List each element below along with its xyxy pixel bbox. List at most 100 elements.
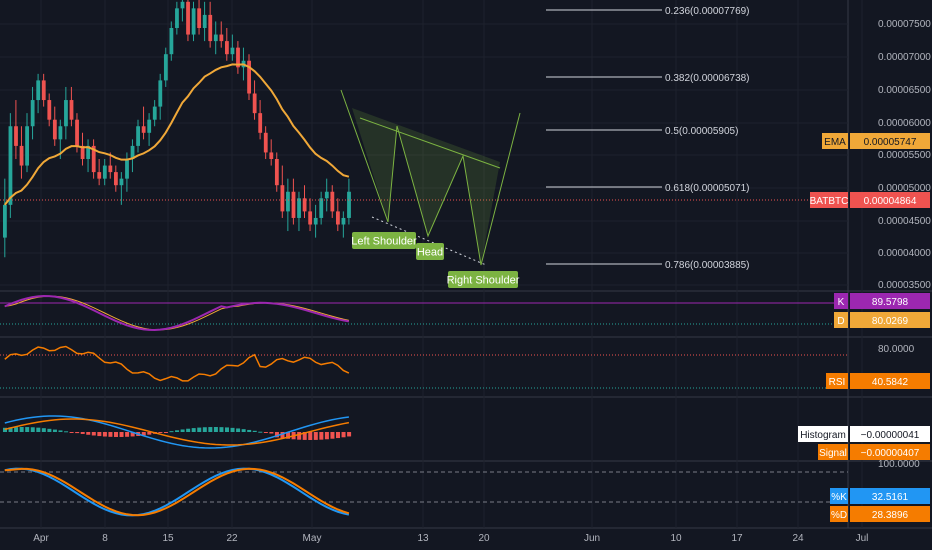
candle-body	[247, 60, 251, 94]
y-tick-label: 0.00005000	[878, 183, 931, 194]
macd-histogram-bar	[269, 432, 274, 434]
stoch-rsi-d-line	[4, 295, 350, 331]
symbol-tag: BATBTC 0.00004864	[810, 192, 930, 208]
grid	[0, 0, 932, 529]
candle-body	[336, 211, 340, 225]
candle-body	[225, 41, 229, 55]
x-tick-label: Jun	[584, 533, 600, 544]
pattern-label-bg	[416, 243, 444, 260]
macd-histogram-bar	[302, 432, 307, 440]
macd-histogram-bar	[130, 432, 135, 437]
candle-body	[8, 126, 13, 205]
price-tags: EMA 0.00005747 BATBTC 0.00004864 K 89.5798 D 80…	[798, 133, 930, 522]
rsi-line	[4, 345, 350, 382]
candle-body	[30, 100, 35, 127]
x-tick-label: Jul	[856, 533, 869, 544]
stoch-k-tag-value: 32.5161	[872, 492, 909, 503]
candle-body	[186, 1, 190, 35]
stoch-k-tag-label: %K	[831, 492, 847, 503]
stoch-rsi-k-line	[4, 295, 350, 331]
candle-body	[175, 8, 179, 28]
pattern-label: Left Shoulder	[351, 236, 417, 248]
macd-histogram-bar	[114, 432, 118, 437]
candle-body	[152, 106, 157, 120]
x-tick-label: 24	[792, 533, 804, 544]
stoch-rsi-d-tag-value-bg	[850, 312, 930, 328]
macd-histogram-bar	[230, 427, 235, 432]
candle-body	[313, 217, 318, 225]
stoch-k-tag-value-bg	[850, 488, 930, 504]
candle-body	[180, 1, 185, 9]
candle-body	[19, 145, 24, 166]
macd-histogram-bar	[75, 432, 80, 434]
macd-histogram-bar	[252, 430, 257, 432]
macd-histogram-bar	[47, 428, 52, 432]
rsi-tag-value-bg	[850, 373, 930, 389]
macd-histogram-bar	[341, 432, 346, 438]
macd-histogram-bar	[347, 432, 352, 437]
stoch-rsi-d-tag-value: 80.0269	[872, 316, 909, 327]
macd-histogram-tag-label-bg	[798, 426, 848, 442]
x-tick-label: 8	[102, 533, 108, 544]
macd-histogram-bar	[319, 432, 324, 440]
pattern-fill	[352, 108, 500, 265]
x-tick-label: 15	[162, 533, 174, 544]
macd-histogram-bar	[286, 432, 291, 439]
macd-histogram-bar	[330, 432, 335, 439]
macd-histogram-bar	[25, 427, 30, 432]
macd-signal-tag: Signal −0.00000407	[818, 444, 930, 460]
candle-body	[163, 54, 168, 81]
candle-body	[286, 191, 290, 212]
macd-signal-line	[4, 418, 350, 446]
candle-body	[119, 178, 124, 186]
macd-histogram-tag-label: Histogram	[800, 430, 846, 441]
macd-histogram-tag-value-bg	[850, 426, 930, 442]
rsi-tag-label: RSI	[829, 377, 846, 388]
macd-histogram-bar	[69, 432, 74, 433]
candle-body	[125, 159, 129, 179]
candle-body	[41, 80, 46, 101]
candle-body	[75, 119, 79, 146]
candle-body	[64, 100, 68, 127]
macd-histogram-bar	[64, 431, 69, 433]
macd-signal-tag-value-bg	[850, 444, 930, 460]
stoch-d-tag-label-bg	[830, 506, 848, 522]
candle-body	[324, 191, 329, 199]
candle-body	[208, 14, 213, 42]
indicator-panes[interactable]	[0, 295, 848, 517]
candle-body	[158, 80, 163, 107]
y-tick-label: 0.00004500	[878, 216, 931, 227]
y-tick-label: 0.00007000	[878, 52, 931, 63]
fib-label-0.5: 0.5(0.00005905)	[665, 126, 738, 137]
macd-histogram-bar	[336, 432, 340, 439]
macd-histogram-bar	[225, 427, 229, 432]
macd-histogram-bar	[280, 432, 285, 439]
stoch-rsi-k-tag: K 89.5798	[834, 293, 930, 309]
x-tick-label: 10	[670, 533, 682, 544]
stoch-rsi-d-tag-label: D	[837, 316, 844, 327]
macd-histogram-bar	[175, 430, 180, 432]
rsi-tag: RSI 40.5842	[826, 373, 930, 389]
macd-histogram-bar	[241, 429, 246, 432]
ema-line	[4, 63, 350, 206]
macd-histogram-bar	[202, 427, 207, 432]
macd-histogram-bar	[108, 432, 113, 437]
ema-tag: EMA 0.00005747	[822, 133, 930, 149]
candle-body	[191, 8, 196, 35]
macd-histogram-bar	[258, 431, 263, 433]
macd-histogram-tag: Histogram −0.00000041	[798, 426, 930, 442]
macd-histogram-bar	[313, 432, 318, 440]
main-pane[interactable]	[0, 0, 848, 258]
stoch-k-tag-label-bg	[830, 488, 848, 504]
candle-body	[91, 145, 96, 173]
candle-body	[319, 198, 324, 218]
macd-histogram-bar	[308, 432, 313, 440]
y-tick-label: 0.00006500	[878, 85, 931, 96]
candle-body	[14, 126, 18, 146]
candle-body	[219, 34, 224, 42]
stoch-level-label: 100.0000	[878, 459, 920, 470]
ema-tag-label: EMA	[824, 137, 846, 148]
ema-tag-label-bg	[822, 133, 848, 149]
stoch-rsi-k-tag-label-bg	[834, 293, 848, 309]
